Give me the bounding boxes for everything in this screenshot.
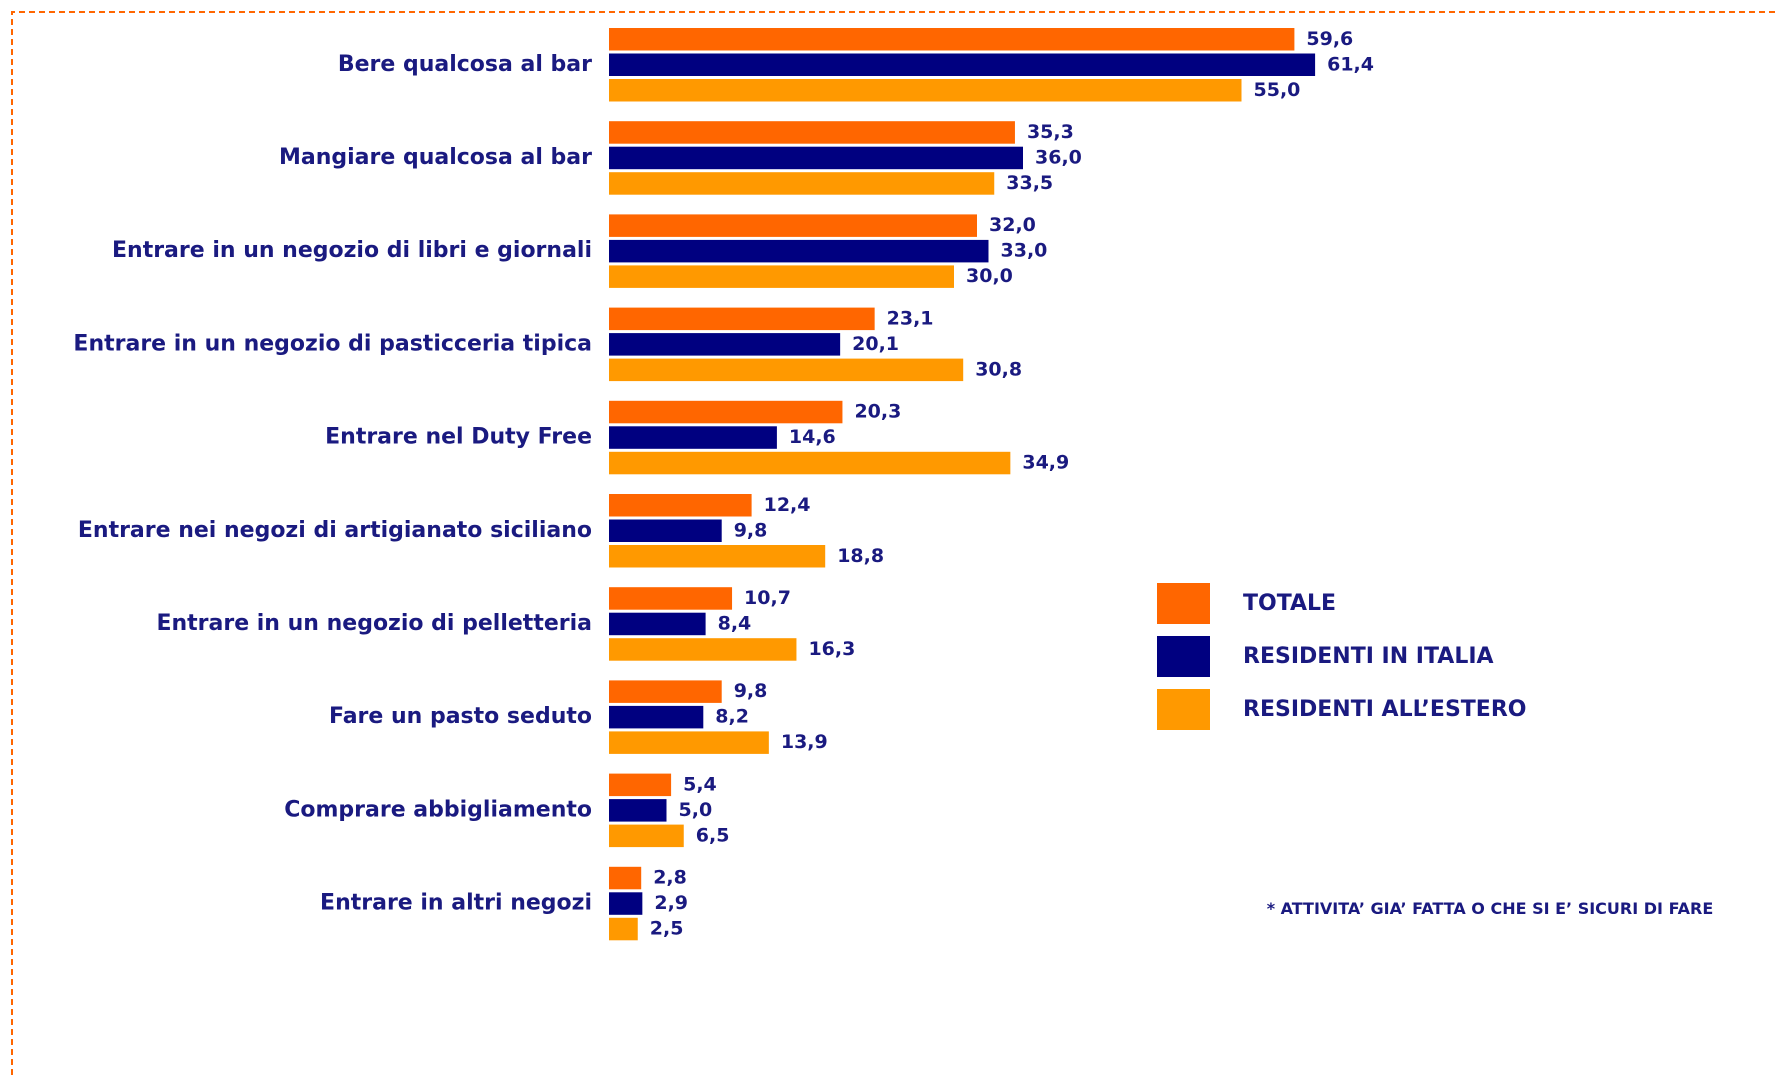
bar — [609, 358, 964, 382]
value-label: 2,9 — [654, 892, 688, 914]
value-label: 16,3 — [808, 638, 855, 660]
value-label: 6,5 — [696, 824, 730, 846]
bar — [609, 866, 642, 890]
category-label: Entrare nei negozi di artigianato sicili… — [78, 518, 592, 543]
frame — [11, 11, 1778, 1075]
legend-label: RESIDENTI IN ITALIA — [1243, 644, 1494, 669]
bar — [609, 587, 733, 610]
value-label: 20,3 — [854, 401, 901, 423]
value-label: 32,0 — [989, 214, 1036, 236]
value-label: 30,0 — [966, 265, 1013, 287]
bar — [609, 638, 797, 661]
category-label: Comprare abbigliamento — [284, 797, 592, 822]
value-label: 8,4 — [718, 612, 752, 634]
bar — [609, 705, 704, 729]
category-label: Entrare nel Duty Free — [325, 425, 592, 450]
category-label: Entrare in un negozio di libri e giornal… — [112, 238, 592, 263]
value-label: 10,7 — [744, 587, 791, 609]
category-label: Mangiare qualcosa al bar — [279, 145, 592, 170]
bar — [609, 400, 843, 424]
value-label: 23,1 — [887, 307, 934, 329]
legend-label: TOTALE — [1243, 591, 1336, 616]
category-label: Fare un pasto seduto — [329, 704, 592, 729]
bar — [609, 917, 638, 941]
category-label: Entrare in un negozio di pelletteria — [156, 611, 592, 636]
bar — [609, 121, 1015, 144]
legend-label: RESIDENTI ALL’ESTERO — [1243, 697, 1526, 722]
bar — [609, 239, 989, 263]
bar — [609, 731, 769, 754]
legend-swatch — [1157, 583, 1210, 624]
value-label: 61,4 — [1327, 53, 1374, 75]
legend-swatch — [1157, 689, 1210, 730]
value-label: 2,8 — [653, 867, 687, 889]
value-label: 30,8 — [975, 358, 1022, 380]
category-label: Bere qualcosa al bar — [338, 52, 592, 77]
value-label: 14,6 — [789, 426, 836, 448]
legend-swatch — [1157, 636, 1210, 677]
bar — [609, 612, 706, 636]
bar — [609, 172, 995, 195]
bar — [609, 773, 672, 797]
value-label: 33,5 — [1006, 172, 1053, 194]
value-label: 18,8 — [837, 545, 884, 567]
bar — [609, 519, 722, 542]
footnote: * ATTIVITA’ GIA’ FATTA O CHE SI E’ SICUR… — [1266, 899, 1714, 918]
value-label: 34,9 — [1022, 452, 1069, 474]
bar — [609, 79, 1242, 102]
bar — [609, 333, 841, 356]
category-label: Entrare in altri negozi — [320, 891, 592, 916]
bar — [609, 53, 1316, 76]
bar — [609, 680, 722, 703]
value-label: 59,6 — [1306, 28, 1353, 50]
value-label: 9,8 — [734, 519, 768, 541]
value-label: 2,5 — [650, 918, 684, 940]
value-label: 12,4 — [764, 494, 811, 516]
bar — [609, 451, 1011, 475]
bar — [609, 146, 1023, 170]
category-label: Entrare in un negozio di pasticceria tip… — [73, 331, 592, 356]
value-label: 55,0 — [1254, 79, 1301, 101]
value-label: 33,0 — [1001, 240, 1048, 262]
value-label: 5,4 — [683, 773, 717, 795]
value-label: 13,9 — [781, 731, 828, 753]
bar — [609, 824, 684, 848]
bar — [609, 214, 977, 237]
bar — [609, 28, 1295, 51]
value-label: 35,3 — [1027, 121, 1074, 143]
bar — [609, 307, 875, 331]
bar — [609, 494, 752, 517]
value-label: 9,8 — [734, 680, 768, 702]
bar — [609, 892, 643, 915]
bar — [609, 545, 826, 568]
value-label: 8,2 — [715, 706, 749, 728]
value-label: 36,0 — [1035, 146, 1082, 168]
value-label: 5,0 — [679, 799, 713, 821]
bar — [609, 799, 667, 822]
bar — [609, 426, 777, 449]
bar — [609, 265, 954, 288]
value-label: 20,1 — [852, 333, 899, 355]
